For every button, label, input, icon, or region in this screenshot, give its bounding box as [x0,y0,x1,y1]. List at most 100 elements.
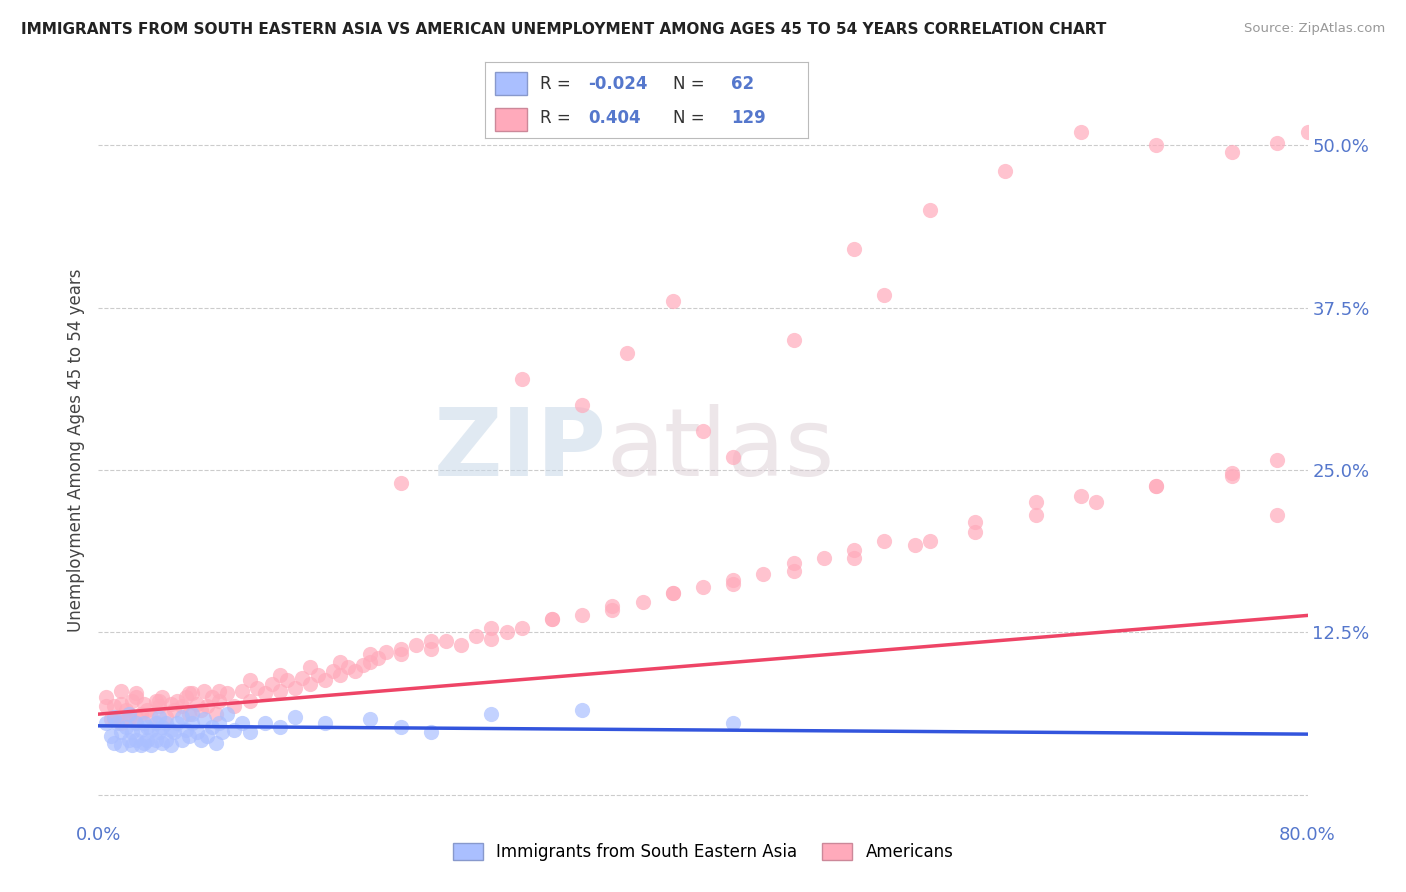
Point [1144,478,1167,492]
Point [208,683,231,698]
Point [540,612,562,626]
Point [465,629,488,643]
Text: IMMIGRANTS FROM SOUTH EASTERN ASIA VS AMERICAN UNEMPLOYMENT AMONG AGES 45 TO 54 : IMMIGRANTS FROM SOUTH EASTERN ASIA VS AM… [21,22,1107,37]
Point [148,710,170,724]
Point [103,699,125,714]
Text: 129: 129 [731,109,766,127]
Point [205,707,228,722]
Text: atlas: atlas [606,404,835,497]
Point [129,707,152,722]
Text: N =: N = [672,109,710,127]
Point [110,683,132,698]
Point [224,699,246,714]
Text: R =: R = [540,75,576,93]
Point [329,668,352,682]
Point [299,677,322,691]
Point [405,638,427,652]
Point [367,651,389,665]
Point [103,710,125,724]
Point [150,690,173,705]
Point [141,710,163,724]
Point [269,668,291,682]
Point [155,733,177,747]
Point [723,574,745,588]
Point [661,586,683,600]
Point [692,424,714,438]
Point [420,634,443,648]
Point [299,660,322,674]
Point [190,733,212,747]
Point [723,716,745,731]
Point [284,681,307,695]
Point [994,164,1017,178]
Point [420,642,443,657]
Point [284,710,307,724]
Point [1144,478,1167,492]
Point [118,707,141,722]
Point [262,677,284,691]
Point [239,673,262,688]
Text: 62: 62 [731,75,754,93]
Point [94,690,117,705]
Point [1220,466,1243,480]
Point [360,648,382,662]
Point [179,686,201,700]
Point [360,712,382,726]
Point [125,686,148,700]
Point [193,712,215,726]
Text: R =: R = [540,109,576,127]
Point [1070,125,1092,139]
Point [571,398,593,412]
Point [239,694,262,708]
Point [145,716,167,731]
Point [170,733,193,747]
Point [389,648,412,662]
Point [276,673,298,688]
Point [125,733,148,747]
Point [215,707,238,722]
Point [145,694,167,708]
Point [125,716,148,731]
Point [510,621,533,635]
Point [481,621,503,635]
Point [132,736,155,750]
Point [239,725,262,739]
Point [481,707,503,722]
Point [269,720,291,734]
Point [132,697,155,711]
Point [224,723,246,737]
Point [125,690,148,705]
Point [201,720,224,734]
Point [231,716,253,731]
Point [389,475,412,490]
Point [571,608,593,623]
Point [181,716,204,731]
Point [211,725,233,739]
Point [121,725,143,739]
Point [145,733,167,747]
Point [661,294,683,309]
Point [344,665,367,679]
Point [114,720,136,734]
Point [110,739,132,753]
Point [540,612,562,626]
Point [336,660,359,674]
Point [129,739,152,753]
Point [322,665,344,679]
Point [918,534,941,549]
Text: 0.404: 0.404 [589,109,641,127]
Point [208,694,231,708]
Point [602,599,624,614]
Point [94,716,117,731]
Point [160,723,183,737]
Point [231,683,253,698]
Point [1070,489,1092,503]
Point [155,716,177,731]
Point [155,710,177,724]
Point [844,551,866,566]
Point [166,716,188,731]
Point [783,564,806,578]
Point [918,203,941,218]
Legend: Immigrants from South Eastern Asia, Americans: Immigrants from South Eastern Asia, Amer… [446,837,960,868]
Point [94,699,117,714]
